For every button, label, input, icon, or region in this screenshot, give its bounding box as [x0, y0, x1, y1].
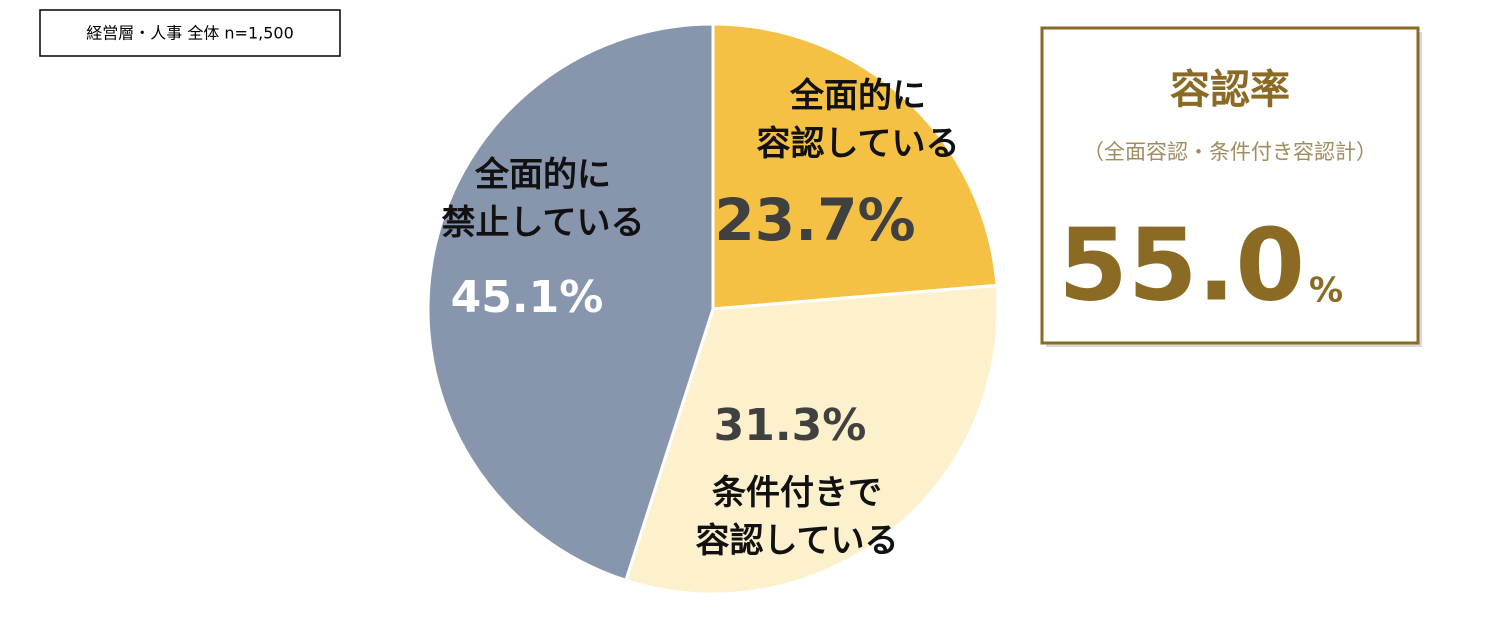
- pie-slice: [711, 22, 999, 311]
- note-box: [39, 9, 341, 57]
- value-label: 31.3%: [714, 400, 867, 451]
- slice-label: 全面的に容認している: [757, 76, 960, 164]
- value-label: 23.7%: [714, 186, 915, 254]
- summary-box: [1040, 26, 1420, 345]
- summary-unit: %: [1309, 271, 1343, 311]
- pie-slice: [426, 22, 715, 583]
- pie: [426, 22, 1000, 596]
- slice-label: 全面的に禁止している: [442, 155, 645, 243]
- summary-subtitle: （全面容認・条件付き容認計）: [1083, 140, 1377, 164]
- summary-value: 55.0: [1058, 206, 1305, 323]
- note: 経営層・人事 全体 n=1,500: [86, 24, 294, 43]
- pie-slice: [623, 283, 1000, 596]
- slice-label: 条件付きで容認している: [696, 473, 899, 561]
- summary-title: 容認率: [1170, 67, 1290, 113]
- value-label: 45.1%: [451, 272, 604, 323]
